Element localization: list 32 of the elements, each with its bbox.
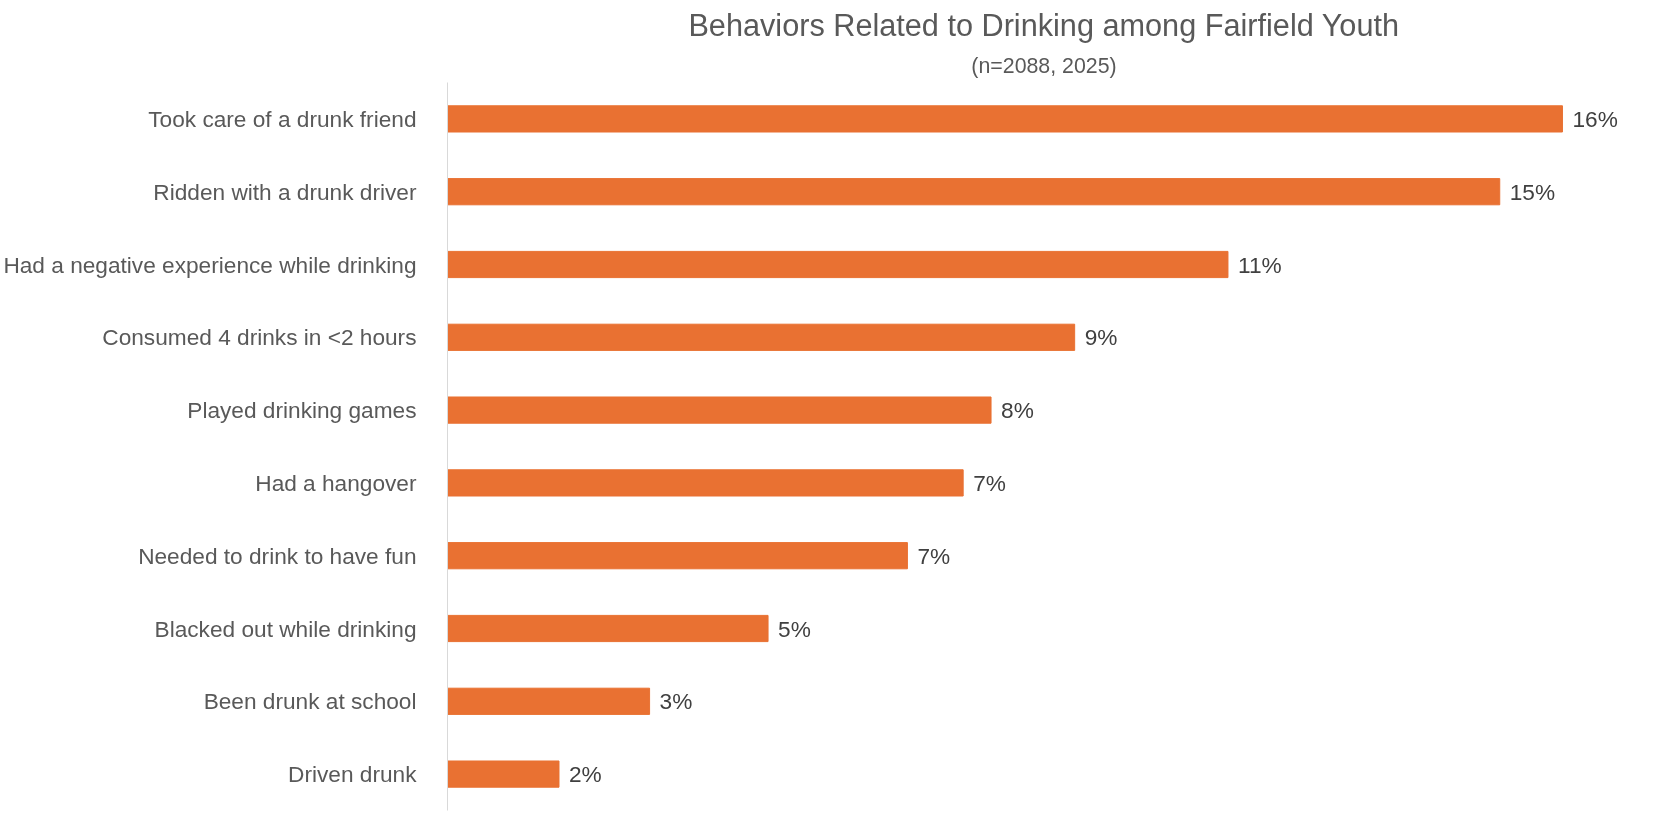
bar [447,250,1229,279]
y-tick-label: Played drinking games [187,397,417,424]
y-tick-label: Blacked out while drinking [154,615,417,642]
data-label: 15% [1509,178,1556,205]
bar [447,105,1563,133]
bar [447,323,1076,351]
bar [447,614,769,643]
bar [447,469,964,497]
data-label: 5% [778,615,811,642]
data-label: 11% [1237,251,1282,278]
y-tick-label: Took care of a drunk friend [148,105,417,132]
y-tick-label: Needed to drink to have fun [138,542,417,569]
data-label: 8% [1001,397,1034,424]
chart-subtitle: (n=2088, 2025) [971,53,1117,78]
y-tick-label: Consumed 4 drinks in <2 hours [102,324,417,351]
bar [447,396,992,424]
y-tick-label: Had a hangover [255,469,417,496]
data-label: 16% [1572,105,1618,132]
data-label: 2% [569,761,602,788]
bar [447,178,1501,206]
data-label: 7% [973,469,1006,496]
bar [447,687,651,715]
y-tick-label: Been drunk at school [203,688,417,715]
bar [447,542,908,570]
bar [447,760,560,788]
data-label: 7% [917,542,951,569]
chart-title: Behaviors Related to Drinking among Fairfield Youth [688,7,1400,43]
y-tick-label: Driven drunk [288,761,418,788]
y-tick-label: Had a negative experience while drinking [3,251,417,278]
y-tick-label: Ridden with a drunk driver [153,178,417,205]
data-label: 9% [1084,324,1118,351]
data-label: 3% [659,688,693,715]
